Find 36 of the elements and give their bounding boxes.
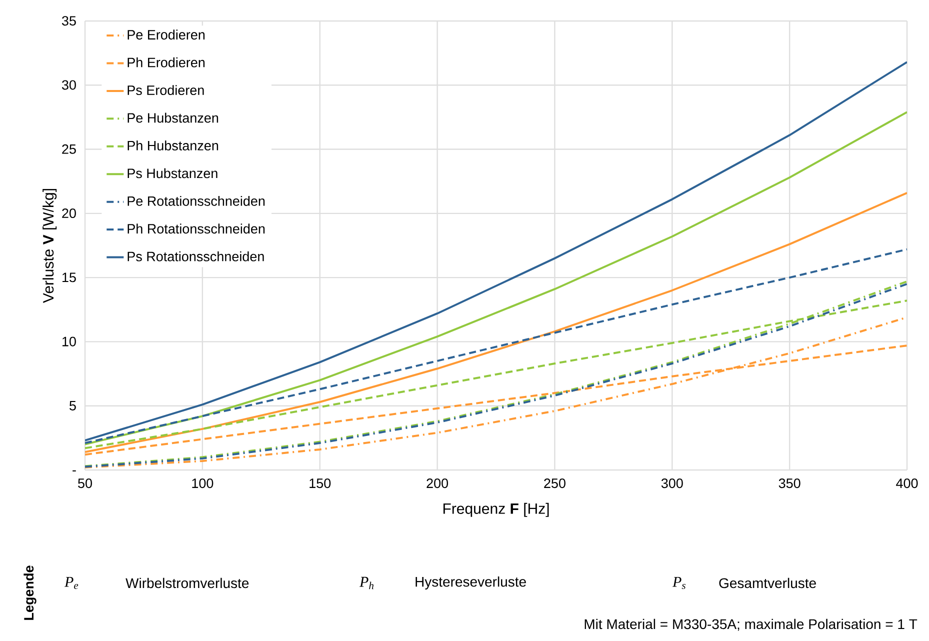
text: Mit Material = M330-35A; maximale Polarisation = 1 T (584, 618, 918, 631)
y-tick-label: 30 (62, 80, 76, 90)
legend-label: Pe Rotationsschneiden (128, 196, 265, 206)
x-tick-label: 300 (661, 478, 683, 488)
legend-label: Pe Erodieren (128, 30, 205, 40)
legend-label: Ps Hubstanzen (128, 168, 218, 178)
text: P$_{e}$ (64, 576, 78, 590)
y-axis-title: Verluste V [W/kg] (42, 189, 57, 303)
y-tick-label: 20 (62, 208, 76, 218)
y-tick-label: 5 (70, 401, 76, 410)
x-tick-label: 150 (310, 478, 331, 488)
x-tick-label: 400 (896, 478, 918, 488)
x-tick-label: 100 (192, 478, 214, 488)
y-tick-label: 15 (62, 272, 76, 282)
text: P$_{h}$ (359, 576, 374, 590)
text: Gesamtverluste (719, 578, 816, 588)
legend-label: Ps Rotationsschneiden (128, 251, 264, 262)
y-tick-label: - (72, 470, 76, 472)
legend-label: Ph Hubstanzen (128, 140, 218, 150)
text: P$_{s}$ (672, 576, 686, 590)
x-tick-label: 250 (544, 478, 566, 488)
legend-label: Ps Erodieren (128, 85, 204, 95)
x-tick-label: 350 (778, 478, 800, 488)
y-tick-label: 25 (62, 144, 76, 154)
x-tick-label: 50 (78, 478, 92, 488)
legend-label: Ph Erodieren (128, 57, 205, 68)
legend-label: Ph Rotationsschneiden (128, 224, 265, 234)
legend-label: Pe Hubstanzen (128, 112, 218, 123)
y-tick-label: 35 (62, 16, 76, 26)
x-tick-label: 200 (426, 478, 448, 488)
x-axis-title: Frequenz F [Hz] (443, 502, 549, 517)
y-tick-label: 10 (62, 336, 76, 346)
text: Legende (24, 566, 36, 620)
text: Hystereseverluste (416, 576, 526, 590)
text: Wirbelstromverluste (126, 578, 249, 588)
line-series (85, 192, 908, 454)
